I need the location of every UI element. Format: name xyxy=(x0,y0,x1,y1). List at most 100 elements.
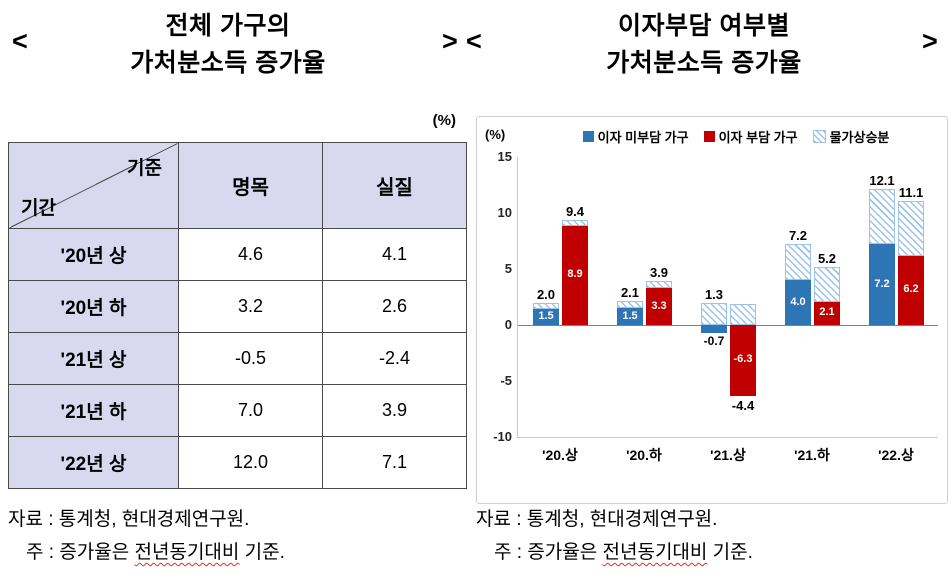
bar-segment-debt xyxy=(814,301,840,325)
bar-value-label: 1.5 xyxy=(538,310,554,322)
left-panel-title: 전체 가구의 가처분소득 증가율 xyxy=(36,8,420,82)
left-footnote-wavy-text: 전년동기대비 xyxy=(134,542,240,563)
right-footnote-suffix: 기준. xyxy=(707,542,753,563)
right-footnote-wavy-text: 전년동기대비 xyxy=(602,542,708,563)
left-footnote-suffix: 기준. xyxy=(239,542,285,563)
bar-total-label: 5.2 xyxy=(817,251,837,266)
bar-total-label: 3.9 xyxy=(649,265,669,280)
bar-segment-nondebt xyxy=(701,325,727,333)
legend-item: 이자 미부담 가구 xyxy=(582,127,689,146)
period-cell: '22년 상 xyxy=(8,436,179,489)
bar-segment-nondebt xyxy=(533,308,559,325)
real-cell: 2.6 xyxy=(322,280,467,333)
bar-value-label: 3.3 xyxy=(651,300,667,312)
y-tick-label: 5 xyxy=(504,261,512,276)
bar-segment-inflation xyxy=(785,244,811,280)
legend-swatch-inflation-icon xyxy=(812,130,826,143)
chart-plot-area: 15 10 5 0 -5 -10 '20.상 1.5 2.0 8.9 9.4 '20.하 1.5 2.1 3… xyxy=(493,149,938,463)
y-tick-label: 0 xyxy=(504,317,512,332)
corner-label-basis: 기준 xyxy=(127,158,162,179)
left-prev-arrow[interactable]: < xyxy=(12,26,28,56)
period-cell: '21년 하 xyxy=(8,384,179,437)
nominal-cell: 3.2 xyxy=(178,280,323,333)
right-prev-arrow[interactable]: < xyxy=(466,26,482,56)
bar-value-label: -0.7 xyxy=(703,334,725,348)
legend-label: 이자 부담 가구 xyxy=(718,130,798,145)
period-cell: '21년 상 xyxy=(8,332,179,385)
period-cell: '20년 상 xyxy=(8,228,179,281)
y-tick-label: -10 xyxy=(493,429,512,444)
left-next-arrow[interactable]: > xyxy=(442,26,458,56)
nominal-cell: 12.0 xyxy=(178,436,323,489)
y-tick-label: 10 xyxy=(497,205,512,220)
table-unit-label: (%) xyxy=(432,112,456,129)
real-cell: 7.1 xyxy=(322,436,467,489)
right-footnote-prefix: 주 : 증가율은 xyxy=(494,542,603,563)
right-panel-title: 이자부담 여부별 가처분소득 증가율 xyxy=(506,8,902,82)
table-row: '20년 하 3.2 2.6 xyxy=(8,280,467,333)
x-axis-label: '21.하 xyxy=(794,447,830,463)
y-tick-label: -5 xyxy=(500,373,512,388)
left-title-line2: 가처분소득 증가율 xyxy=(130,49,326,77)
legend-label: 물가상승분 xyxy=(829,130,890,145)
bar-value-label: 2.1 xyxy=(819,306,835,318)
bar-segment-debt xyxy=(562,225,588,325)
right-footnote: 주 : 증가율은 전년동기대비 기준. xyxy=(476,537,753,564)
right-next-arrow[interactable]: > xyxy=(922,26,938,56)
bar-chart: (%) 이자 미부담 가구 이자 부담 가구 물가상승분 15 10 5 0 -5 -10 '2… xyxy=(476,116,948,504)
bar-value-label: 4.0 xyxy=(790,296,806,308)
x-axis-label: '21.상 xyxy=(710,447,746,463)
legend-label: 이자 미부담 가구 xyxy=(597,130,689,145)
right-title-line1: 이자부담 여부별 xyxy=(618,12,790,40)
bar-total-label: 7.2 xyxy=(788,228,808,243)
table-row: '21년 상 -0.5 -2.4 xyxy=(8,332,467,385)
real-cell: 4.1 xyxy=(322,228,467,281)
bar-segment-inflation xyxy=(898,201,924,256)
bar-total-label: 12.1 xyxy=(869,173,895,188)
bar-segment-inflation xyxy=(730,304,756,325)
right-title-line2: 가처분소득 증가율 xyxy=(606,49,802,77)
bar-value-label: 8.9 xyxy=(567,268,583,280)
x-axis-label: '20.하 xyxy=(626,447,662,463)
bar-segment-inflation xyxy=(814,267,840,302)
nominal-cell: 7.0 xyxy=(178,384,323,437)
x-axis-label: '20.상 xyxy=(542,447,578,463)
right-source-note: 자료 : 통계청, 현대경제연구원. xyxy=(476,509,718,530)
y-tick-label: 15 xyxy=(497,149,512,164)
legend-item: 이자 부담 가구 xyxy=(703,127,798,146)
legend-swatch-nondebt-icon xyxy=(582,131,594,142)
bar-segment-inflation xyxy=(533,303,559,309)
chart-legend: 이자 미부담 가구 이자 부담 가구 물가상승분 xyxy=(531,127,941,146)
bar-segment-debt xyxy=(898,256,924,325)
table-row: '20년 상 4.6 4.1 xyxy=(8,228,467,281)
bar-value-label: 1.5 xyxy=(622,310,638,322)
bar-segment-inflation xyxy=(701,303,727,325)
real-cell: 3.9 xyxy=(322,384,467,437)
bar-value-label: 6.2 xyxy=(903,283,919,295)
nominal-cell: 4.6 xyxy=(178,228,323,281)
bar-segment-inflation xyxy=(562,220,588,226)
income-growth-table: 기준 기간 명목 실질 '20년 상 4.6 4.1 '20년 하 3.2 2.… xyxy=(8,142,467,489)
table-corner-cell: 기준 기간 xyxy=(8,142,179,229)
bar-segment-inflation xyxy=(617,301,643,308)
real-cell: -2.4 xyxy=(322,332,467,385)
table-row: '22년 상 12.0 7.1 xyxy=(8,436,467,489)
period-cell: '20년 하 xyxy=(8,280,179,333)
left-title-line1: 전체 가구의 xyxy=(165,12,291,40)
bar-value-label: 7.2 xyxy=(874,278,890,290)
x-axis-label: '22.상 xyxy=(878,447,914,463)
bar-total-label: 1.3 xyxy=(704,287,724,302)
corner-label-period: 기간 xyxy=(21,198,56,219)
left-footnote: 주 : 증가율은 전년동기대비 기준. xyxy=(8,537,285,564)
bar-segment-inflation xyxy=(869,189,895,244)
bar-total-label: 9.4 xyxy=(565,204,585,219)
bar-total-label: 2.1 xyxy=(620,285,640,300)
bar-value-label: -6.3 xyxy=(733,353,753,365)
left-footnote-prefix: 주 : 증가율은 xyxy=(26,542,135,563)
col-header-nominal: 명목 xyxy=(178,142,323,229)
table-row: '21년 하 7.0 3.9 xyxy=(8,384,467,437)
bar-segment-nondebt xyxy=(785,280,811,325)
bar-segment-debt xyxy=(646,288,672,325)
nominal-cell: -0.5 xyxy=(178,332,323,385)
bar-segment-debt xyxy=(730,325,756,396)
